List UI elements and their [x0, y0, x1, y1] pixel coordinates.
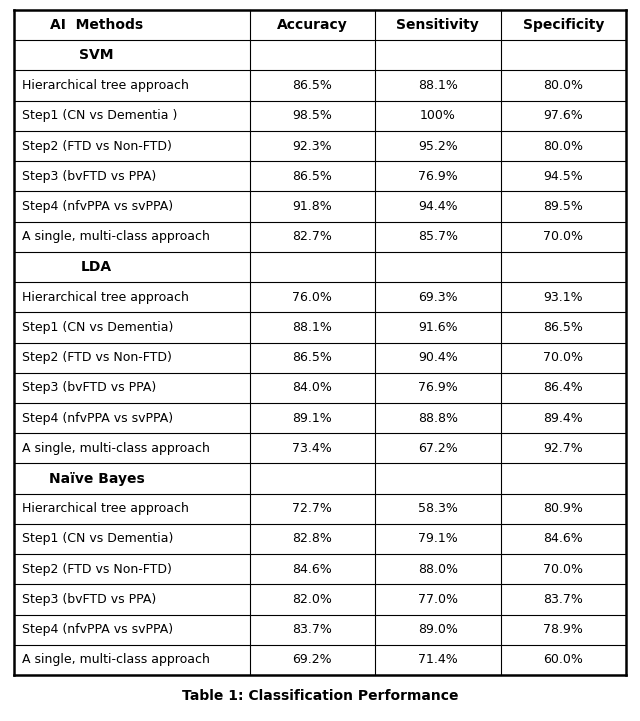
Text: 84.6%: 84.6%	[292, 562, 332, 575]
Text: 92.3%: 92.3%	[292, 140, 332, 153]
Text: 98.5%: 98.5%	[292, 110, 332, 123]
Text: 88.1%: 88.1%	[292, 321, 332, 334]
Text: 88.0%: 88.0%	[418, 562, 458, 575]
Text: 86.5%: 86.5%	[543, 321, 583, 334]
Text: 70.0%: 70.0%	[543, 230, 583, 243]
Text: 76.0%: 76.0%	[292, 291, 332, 304]
Text: 82.0%: 82.0%	[292, 593, 332, 606]
Text: LDA: LDA	[81, 260, 112, 274]
Text: Sensitivity: Sensitivity	[396, 18, 479, 32]
Text: Step3 (bvFTD vs PPA): Step3 (bvFTD vs PPA)	[22, 169, 156, 182]
Text: 76.9%: 76.9%	[418, 169, 458, 182]
Text: Step1 (CN vs Dementia): Step1 (CN vs Dementia)	[22, 533, 173, 546]
Text: Naïve Bayes: Naïve Bayes	[49, 472, 145, 485]
Text: Accuracy: Accuracy	[277, 18, 348, 32]
Text: 83.7%: 83.7%	[292, 623, 332, 636]
Text: 83.7%: 83.7%	[543, 593, 583, 606]
Text: 91.8%: 91.8%	[292, 200, 332, 213]
Text: 60.0%: 60.0%	[543, 653, 583, 666]
Text: 80.9%: 80.9%	[543, 503, 583, 516]
Text: Step1 (CN vs Dementia ): Step1 (CN vs Dementia )	[22, 110, 177, 123]
Text: Hierarchical tree approach: Hierarchical tree approach	[22, 503, 189, 516]
Text: AI  Methods: AI Methods	[50, 18, 143, 32]
Text: 89.1%: 89.1%	[292, 412, 332, 425]
Text: 82.7%: 82.7%	[292, 230, 332, 243]
Text: Step2 (FTD vs Non-FTD): Step2 (FTD vs Non-FTD)	[22, 140, 172, 153]
Text: 88.1%: 88.1%	[418, 79, 458, 92]
Text: Step4 (nfvPPA vs svPPA): Step4 (nfvPPA vs svPPA)	[22, 412, 173, 425]
Text: 82.8%: 82.8%	[292, 533, 332, 546]
Text: 80.0%: 80.0%	[543, 79, 583, 92]
Text: 79.1%: 79.1%	[418, 533, 458, 546]
Text: Step3 (bvFTD vs PPA): Step3 (bvFTD vs PPA)	[22, 593, 156, 606]
Text: 92.7%: 92.7%	[543, 442, 583, 455]
Text: Step1 (CN vs Dementia): Step1 (CN vs Dementia)	[22, 321, 173, 334]
Text: Step2 (FTD vs Non-FTD): Step2 (FTD vs Non-FTD)	[22, 351, 172, 364]
Text: 86.4%: 86.4%	[543, 381, 583, 394]
Text: 76.9%: 76.9%	[418, 381, 458, 394]
Text: 86.5%: 86.5%	[292, 169, 332, 182]
Text: Step2 (FTD vs Non-FTD): Step2 (FTD vs Non-FTD)	[22, 562, 172, 575]
Text: A single, multi-class approach: A single, multi-class approach	[22, 653, 210, 666]
Text: 91.6%: 91.6%	[418, 321, 458, 334]
Text: 84.0%: 84.0%	[292, 381, 332, 394]
Text: Table 1: Classification Performance: Table 1: Classification Performance	[182, 689, 458, 703]
Text: A single, multi-class approach: A single, multi-class approach	[22, 230, 210, 243]
Text: A single, multi-class approach: A single, multi-class approach	[22, 442, 210, 455]
Text: 86.5%: 86.5%	[292, 351, 332, 364]
Text: 69.3%: 69.3%	[418, 291, 458, 304]
Text: 89.5%: 89.5%	[543, 200, 583, 213]
Text: 86.5%: 86.5%	[292, 79, 332, 92]
Text: Hierarchical tree approach: Hierarchical tree approach	[22, 79, 189, 92]
Text: 94.5%: 94.5%	[543, 169, 583, 182]
Text: 84.6%: 84.6%	[543, 533, 583, 546]
Text: 73.4%: 73.4%	[292, 442, 332, 455]
Text: 70.0%: 70.0%	[543, 351, 583, 364]
Text: 97.6%: 97.6%	[543, 110, 583, 123]
Text: 88.8%: 88.8%	[418, 412, 458, 425]
Text: 95.2%: 95.2%	[418, 140, 458, 153]
Text: 67.2%: 67.2%	[418, 442, 458, 455]
Text: 70.0%: 70.0%	[543, 562, 583, 575]
Text: 58.3%: 58.3%	[418, 503, 458, 516]
Text: Step3 (bvFTD vs PPA): Step3 (bvFTD vs PPA)	[22, 381, 156, 394]
Text: Specificity: Specificity	[523, 18, 604, 32]
Text: 89.4%: 89.4%	[543, 412, 583, 425]
Text: 80.0%: 80.0%	[543, 140, 583, 153]
Text: 78.9%: 78.9%	[543, 623, 583, 636]
Text: 93.1%: 93.1%	[543, 291, 583, 304]
Text: Step4 (nfvPPA vs svPPA): Step4 (nfvPPA vs svPPA)	[22, 200, 173, 213]
Text: Hierarchical tree approach: Hierarchical tree approach	[22, 291, 189, 304]
Text: Step4 (nfvPPA vs svPPA): Step4 (nfvPPA vs svPPA)	[22, 623, 173, 636]
Text: 72.7%: 72.7%	[292, 503, 332, 516]
Text: 90.4%: 90.4%	[418, 351, 458, 364]
Text: SVM: SVM	[79, 48, 114, 62]
Text: 100%: 100%	[420, 110, 456, 123]
Text: 69.2%: 69.2%	[292, 653, 332, 666]
Text: 89.0%: 89.0%	[418, 623, 458, 636]
Text: 77.0%: 77.0%	[418, 593, 458, 606]
Text: 85.7%: 85.7%	[418, 230, 458, 243]
Text: 94.4%: 94.4%	[418, 200, 458, 213]
Text: 71.4%: 71.4%	[418, 653, 458, 666]
